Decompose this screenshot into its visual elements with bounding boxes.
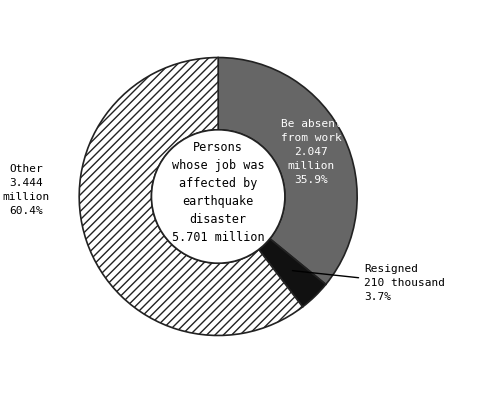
Text: Be absent
from work
2.047
million
35.9%: Be absent from work 2.047 million 35.9%	[280, 119, 341, 185]
Text: Persons
whose job was
affected by
earthquake
disaster
5.701 million: Persons whose job was affected by earthq…	[171, 141, 264, 244]
Text: Resigned
210 thousand
3.7%: Resigned 210 thousand 3.7%	[292, 264, 444, 302]
Text: Other
3.444
million
60.4%: Other 3.444 million 60.4%	[3, 163, 50, 215]
Wedge shape	[79, 57, 302, 336]
Circle shape	[151, 130, 284, 263]
Wedge shape	[218, 57, 356, 285]
Wedge shape	[258, 239, 325, 307]
